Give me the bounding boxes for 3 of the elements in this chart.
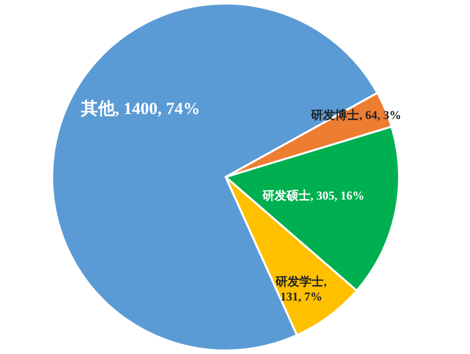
slice-label: 研发硕士, 305, 16% [261,188,364,203]
slice-label: 其他, 1400, 74% [80,99,200,118]
slice-label: 研发学士, 131, 7% [274,274,327,304]
